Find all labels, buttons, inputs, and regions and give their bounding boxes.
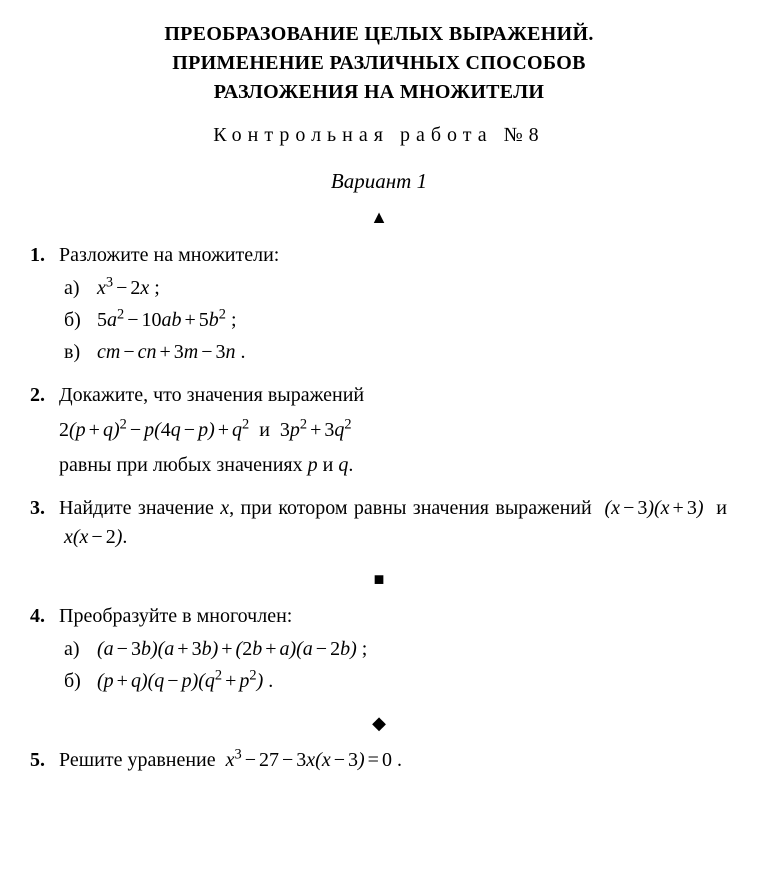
variant-label: Вариант 1 [30, 166, 728, 196]
list-label: а) [64, 274, 92, 303]
problem-text: Преобразуйте в многочлен: [59, 602, 727, 631]
list-label: в) [64, 338, 92, 367]
problem-4a: а) (a−3b)(a+3b)+(2b+a)(a−2b) ; [64, 635, 728, 664]
triangle-marker-icon: ▲ [30, 204, 728, 230]
list-label: б) [64, 306, 92, 335]
problem-5: 5. Решите уравнение x3−27−3x(x−3)=0 . [30, 746, 728, 775]
title-line-1: ПРЕОБРАЗОВАНИЕ ЦЕЛЫХ ВЫРАЖЕНИЙ. [30, 20, 728, 49]
problem-text: Найдите значение x, при котором равны зн… [59, 494, 727, 552]
math-expression: 2(p+q)2−p(4q−p)+q2 и 3p2+3q2 [59, 416, 352, 445]
math-expression: 5a2−10ab+5b2 ; [97, 309, 237, 331]
problem-intro: Докажите, что значения выражений [59, 384, 364, 406]
problem-tail: равны при любых значениях p и q. [59, 454, 353, 476]
problem-text: Разложите на множители: [59, 241, 727, 270]
problem-2: 2. Докажите, что значения выражений 2(p+… [30, 381, 728, 480]
problem-1a: а) x3−2x ; [64, 274, 728, 303]
problem-number: 5. [30, 746, 54, 775]
list-label: а) [64, 635, 92, 664]
problem-4b: б) (p+q)(q−p)(q2+p2) . [64, 667, 728, 696]
title-line-2: ПРИМЕНЕНИЕ РАЗЛИЧНЫХ СПОСОБОВ [30, 49, 728, 78]
problem-number: 4. [30, 602, 54, 631]
work-subtitle: Контрольная работа №8 [30, 121, 728, 150]
square-marker-icon: ■ [30, 566, 728, 592]
math-expression: (a−3b)(a+3b)+(2b+a)(a−2b) ; [97, 638, 367, 660]
diamond-marker-icon: ◆ [30, 710, 728, 736]
list-label: б) [64, 667, 92, 696]
problem-number: 2. [30, 381, 54, 410]
math-expression: x3−2x ; [97, 277, 160, 299]
problem-1: 1. Разложите на множители: а) x3−2x ; б)… [30, 241, 728, 367]
title-line-3: РАЗЛОЖЕНИЯ НА МНОЖИТЕЛИ [30, 78, 728, 107]
problem-number: 1. [30, 241, 54, 270]
problem-3: 3. Найдите значение x, при котором равны… [30, 494, 728, 552]
problem-text: Решите уравнение x3−27−3x(x−3)=0 . [59, 746, 727, 775]
math-expression: cm−cn+3m−3n . [97, 341, 246, 363]
title-block: ПРЕОБРАЗОВАНИЕ ЦЕЛЫХ ВЫРАЖЕНИЙ. ПРИМЕНЕН… [30, 20, 728, 107]
math-expression: (p+q)(q−p)(q2+p2) . [97, 670, 273, 692]
problem-number: 3. [30, 494, 54, 523]
problem-text: Докажите, что значения выражений 2(p+q)2… [59, 381, 727, 480]
problem-1c: в) cm−cn+3m−3n . [64, 338, 728, 367]
problem-1b: б) 5a2−10ab+5b2 ; [64, 306, 728, 335]
problem-4: 4. Преобразуйте в многочлен: а) (a−3b)(a… [30, 602, 728, 696]
